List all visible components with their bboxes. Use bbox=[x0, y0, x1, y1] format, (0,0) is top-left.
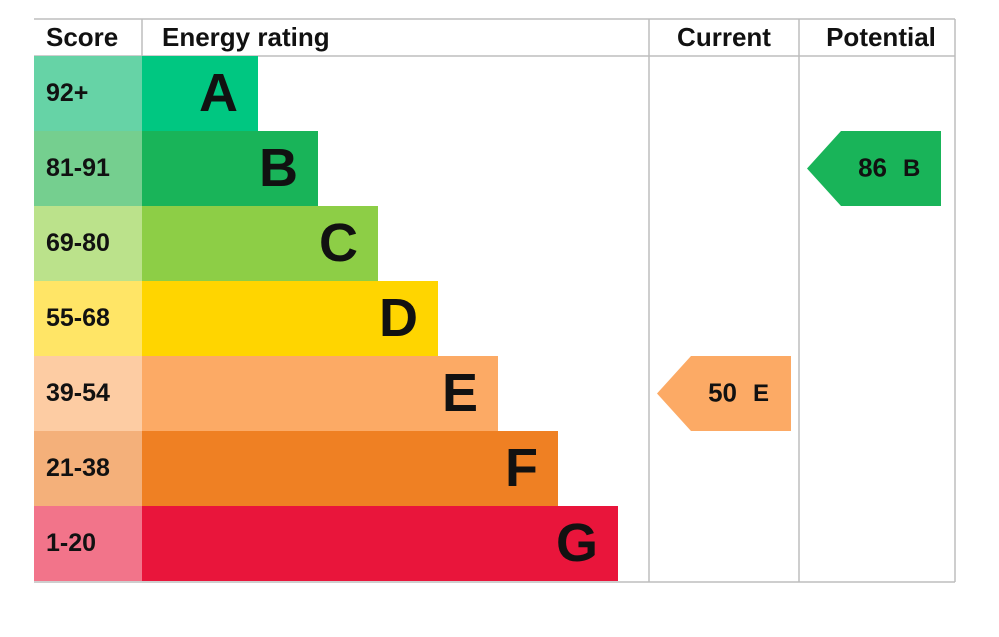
score-label: 39-54 bbox=[46, 379, 110, 407]
score-label: 21-38 bbox=[46, 454, 110, 482]
rating-bar bbox=[142, 131, 318, 206]
current-arrow bbox=[657, 356, 791, 431]
rating-bar bbox=[142, 281, 438, 356]
band-letter: A bbox=[199, 63, 238, 123]
score-cell bbox=[34, 281, 142, 356]
score-label: 92+ bbox=[46, 79, 88, 107]
band-letter: C bbox=[319, 213, 358, 273]
rating-bar bbox=[142, 206, 378, 281]
band-letter: F bbox=[505, 438, 538, 498]
header-current: Current bbox=[677, 22, 771, 52]
rating-bar bbox=[142, 506, 618, 581]
header-score: Score bbox=[46, 22, 118, 52]
rating-bar bbox=[142, 356, 498, 431]
potential-band: B bbox=[903, 155, 920, 182]
header-potential: Potential bbox=[826, 22, 936, 52]
potential-arrow bbox=[807, 131, 941, 206]
score-cell bbox=[34, 356, 142, 431]
header-rating: Energy rating bbox=[162, 22, 330, 52]
band-letter: E bbox=[442, 363, 478, 423]
score-cell bbox=[34, 431, 142, 506]
band-letter: G bbox=[556, 513, 598, 573]
score-label: 1-20 bbox=[46, 529, 96, 557]
score-label: 69-80 bbox=[46, 229, 110, 257]
band-letter: D bbox=[379, 288, 418, 348]
rating-bar bbox=[142, 431, 558, 506]
current-band: E bbox=[753, 380, 769, 407]
band-letter: B bbox=[259, 138, 298, 198]
rating-bar bbox=[142, 56, 258, 131]
score-label: 81-91 bbox=[46, 154, 110, 182]
score-label: 55-68 bbox=[46, 304, 110, 332]
score-cell bbox=[34, 506, 142, 581]
current-value: 50 bbox=[708, 377, 737, 407]
score-cell bbox=[34, 131, 142, 206]
score-cell bbox=[34, 56, 142, 131]
potential-value: 86 bbox=[858, 152, 887, 182]
score-cell bbox=[34, 206, 142, 281]
